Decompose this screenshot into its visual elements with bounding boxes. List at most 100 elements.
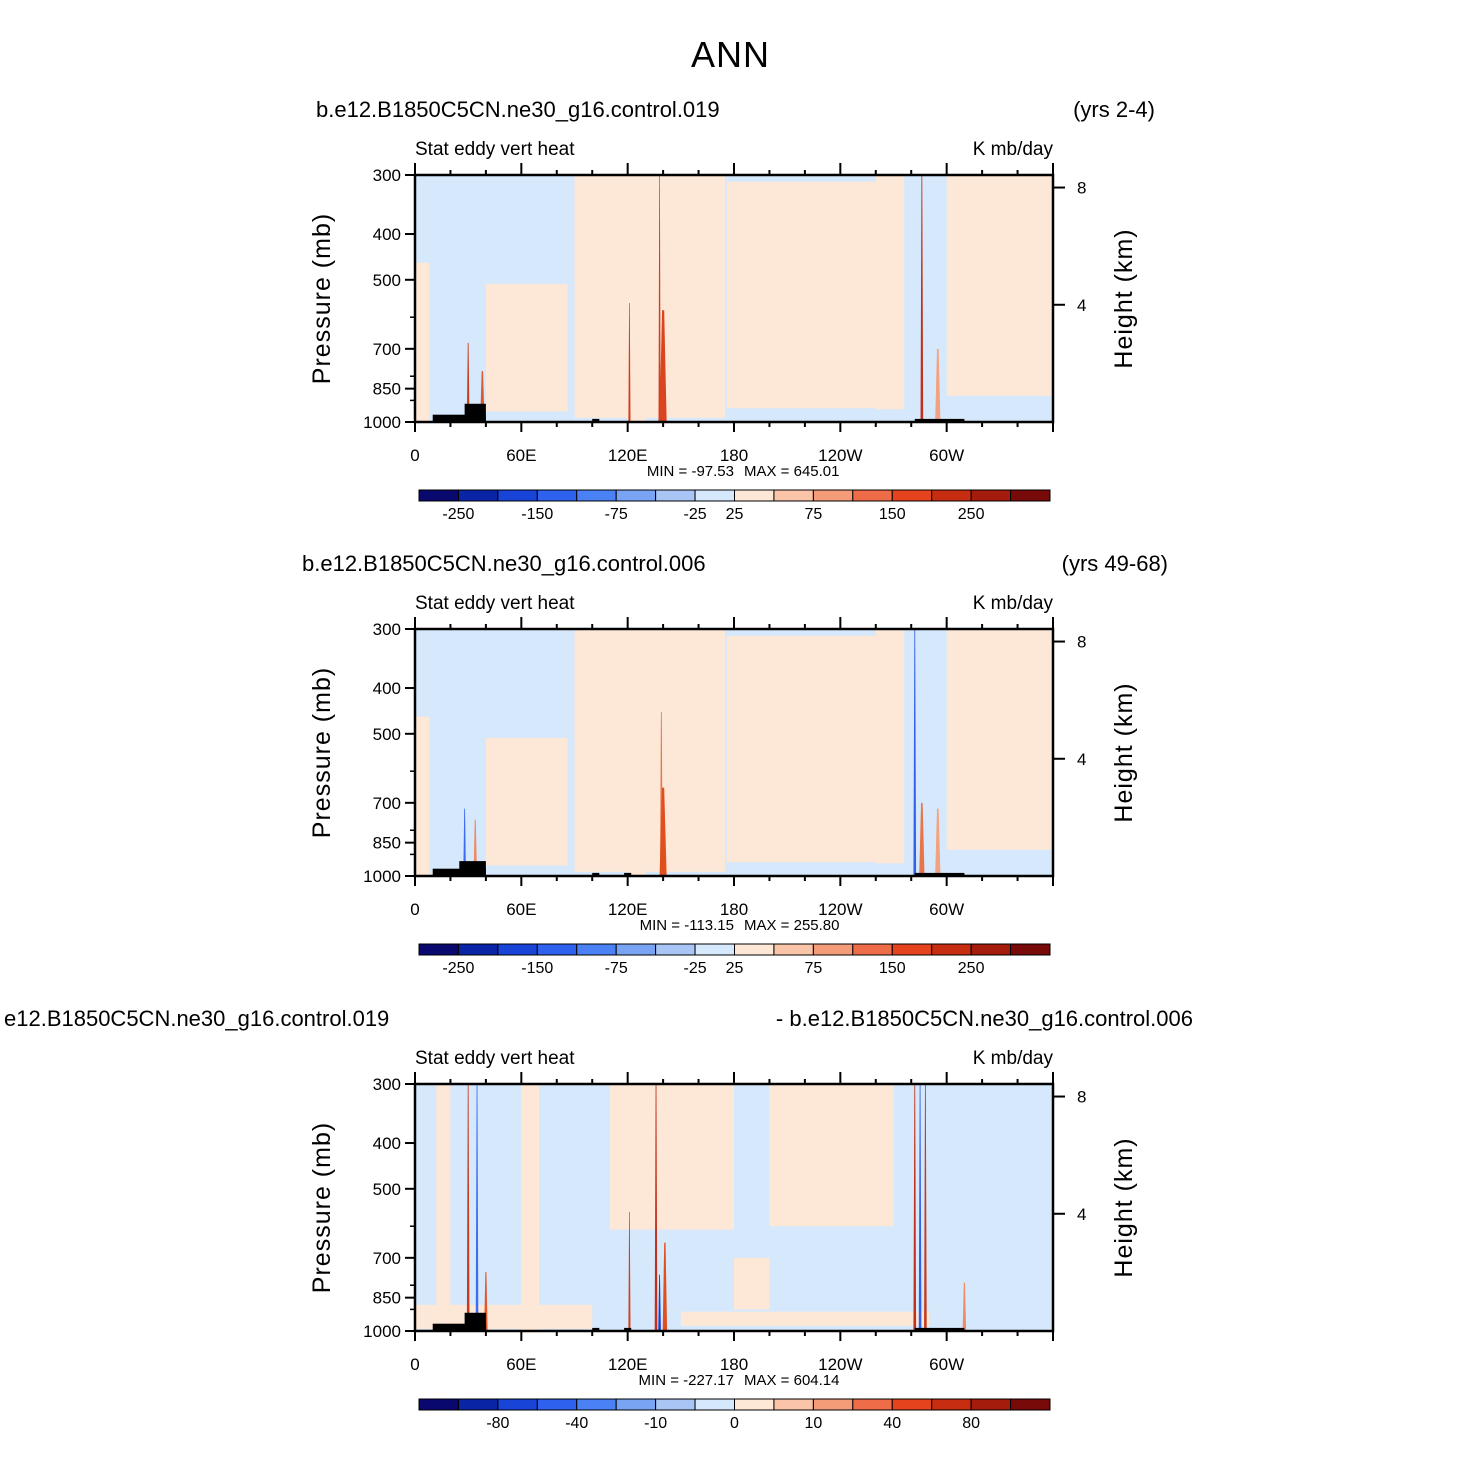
x-tick-label: 120E — [608, 1355, 648, 1374]
y-tick-label: 700 — [373, 794, 401, 813]
colorbar-label: -25 — [684, 506, 707, 523]
x-tick-label: 180 — [720, 446, 748, 465]
colorbar-swatch — [852, 489, 893, 502]
y-tick-label: 500 — [373, 271, 401, 290]
colorbar-swatch — [497, 943, 538, 956]
positive-region — [609, 1084, 734, 1230]
right-tick-label: 8 — [1077, 179, 1086, 198]
colorbar-label: -80 — [486, 1415, 509, 1432]
y-tick-label: 400 — [373, 1134, 401, 1153]
contour-streak — [654, 1084, 658, 1331]
panel-3: e12.B1850C5CN.ne30_g16.control.019 - b.e1… — [4, 1006, 1193, 1432]
x-tick-label: 0 — [410, 446, 419, 465]
y-tick-label: 700 — [373, 340, 401, 359]
y-tick-label: 400 — [373, 225, 401, 244]
page-title: ANN — [690, 34, 770, 75]
colorbar-swatch — [1010, 943, 1051, 956]
colorbar-swatch — [970, 943, 1012, 956]
colorbar-swatch — [576, 1398, 617, 1411]
colorbar-swatch — [812, 943, 854, 956]
contour-streak — [628, 1212, 631, 1331]
topography-mask — [464, 403, 486, 422]
units-label: K mb/day — [973, 1048, 1054, 1069]
colorbar-swatch — [536, 489, 578, 502]
colorbar-swatch — [931, 943, 972, 956]
topography-mask — [592, 418, 600, 422]
y-tick-label: 850 — [373, 834, 401, 853]
colorbar-swatch — [615, 489, 657, 502]
colorbar-label: -25 — [684, 960, 707, 977]
colorbar-label: 150 — [879, 506, 906, 523]
topography-mask — [432, 1323, 486, 1331]
y-tick-label: 700 — [373, 1249, 401, 1268]
colorbar-swatch — [891, 489, 933, 502]
positive-region — [680, 1311, 929, 1326]
topography-mask — [464, 1312, 486, 1331]
colorbar-swatch — [655, 489, 696, 502]
colorbar-label: -250 — [442, 506, 474, 523]
y-axis-label: Pressure (mb) — [308, 667, 336, 838]
colorbar-label: 10 — [804, 1415, 822, 1432]
positive-region — [734, 1257, 770, 1310]
contour-streak — [924, 1084, 927, 1331]
y-tick-label: 1000 — [363, 1322, 401, 1341]
colorbar-swatch — [615, 1398, 657, 1411]
x-tick-label: 60W — [929, 900, 964, 919]
x-tick-label: 120E — [608, 900, 648, 919]
positive-region — [627, 175, 646, 422]
colorbar-swatch — [457, 1398, 499, 1411]
colorbar-swatch — [931, 489, 972, 502]
topography-mask — [624, 872, 632, 876]
colorbar-label: 75 — [804, 506, 822, 523]
x-tick-label: 120E — [608, 446, 648, 465]
x-tick-label: 180 — [720, 900, 748, 919]
colorbar-swatch — [812, 489, 854, 502]
x-tick-label: 60W — [929, 446, 964, 465]
y-tick-label: 400 — [373, 679, 401, 698]
x-tick-label: 120W — [818, 900, 862, 919]
colorbar-swatch — [970, 489, 1012, 502]
colorbar-swatch — [734, 943, 775, 956]
topography-mask — [914, 418, 965, 422]
min-label: MIN = -97.53 — [647, 463, 734, 480]
colorbar-swatch — [1010, 489, 1051, 502]
panel-1: b.e12.B1850C5CN.ne30_g16.control.019 (yrs… — [308, 97, 1155, 523]
topography-mask — [432, 414, 486, 422]
colorbar-swatch — [773, 1398, 814, 1411]
contour-streak — [913, 1084, 917, 1331]
colorbar-swatch — [773, 943, 814, 956]
contour-streak — [920, 175, 924, 422]
x-tick-label: 60E — [506, 446, 536, 465]
units-label: K mb/day — [973, 593, 1054, 614]
colorbar-label: 0 — [730, 1415, 739, 1432]
colorbar-label: 250 — [958, 960, 985, 977]
topography-mask — [914, 1327, 965, 1331]
colorbar-swatch — [576, 489, 617, 502]
colorbar-label: -150 — [521, 506, 553, 523]
colorbar-label: -250 — [442, 960, 474, 977]
contour-streak — [662, 1242, 668, 1331]
case-title: b.e12.B1850C5CN.ne30_g16.control.006 — [302, 551, 706, 576]
positive-region — [875, 629, 905, 864]
colorbar-label: -150 — [521, 960, 553, 977]
colorbar-swatch — [418, 489, 459, 502]
colorbar-swatch — [852, 1398, 893, 1411]
colorbar-swatch — [418, 943, 459, 956]
positive-region — [726, 635, 880, 863]
colorbar-swatch — [891, 943, 933, 956]
contour-streak — [466, 1084, 470, 1331]
positive-region — [946, 629, 1053, 850]
colorbar-swatch — [655, 1398, 696, 1411]
colorbar-swatch — [734, 489, 775, 502]
colorbar-swatch — [891, 1398, 933, 1411]
contour-streak — [918, 1084, 922, 1331]
colorbar-label: 150 — [879, 960, 906, 977]
colorbar-swatch — [694, 489, 735, 502]
years-label: - b.e12.B1850C5CN.ne30_g16.control.006 — [776, 1006, 1193, 1031]
colorbar-swatch — [773, 489, 814, 502]
contour-streak — [658, 175, 661, 422]
y-tick-label: 1000 — [363, 413, 401, 432]
right-tick-label: 4 — [1077, 750, 1086, 769]
contour-streak — [935, 348, 941, 422]
positive-region — [726, 181, 880, 409]
